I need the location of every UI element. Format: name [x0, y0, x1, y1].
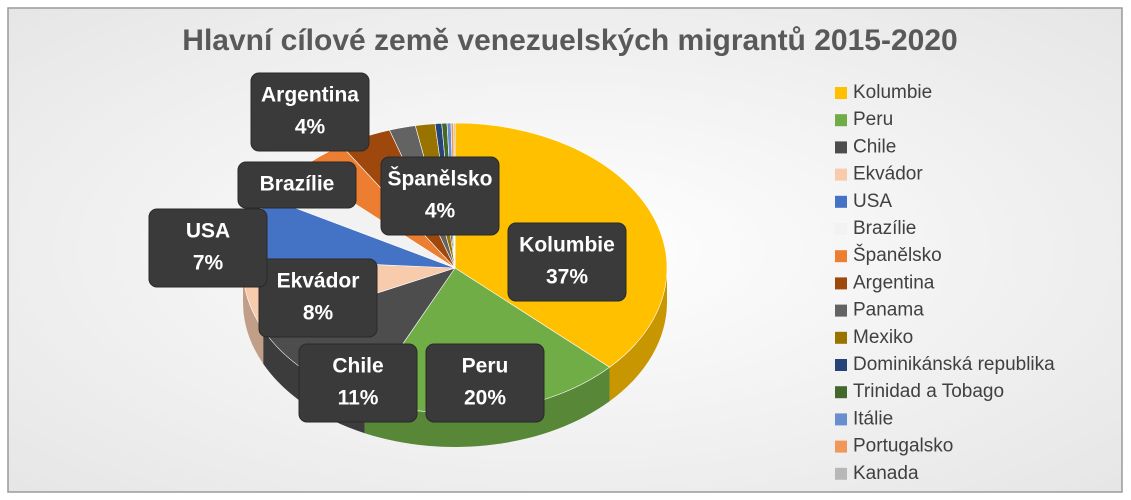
legend-swatch — [835, 168, 847, 181]
legend-swatch — [835, 467, 847, 480]
legend-swatch — [835, 141, 847, 154]
data-label-box — [425, 343, 545, 423]
data-label-name: Chile — [332, 355, 383, 378]
legend-label: Kolumbie — [853, 82, 932, 103]
legend-label: Argentina — [853, 272, 935, 293]
legend-swatch — [835, 413, 847, 426]
data-label-name: Kolumbie — [519, 234, 615, 257]
data-label-name: Argentina — [261, 84, 359, 107]
slice-side — [364, 367, 610, 447]
data-label-name: Brazílie — [260, 173, 335, 196]
data-label-name: USA — [186, 220, 230, 243]
data-label-value: 7% — [193, 252, 224, 275]
data-label-box — [298, 343, 418, 423]
legend-label: Peru — [853, 109, 893, 130]
data-label-name: Španělsko — [387, 167, 492, 191]
legend-label: Chile — [853, 136, 896, 157]
legend-swatch — [835, 331, 847, 344]
legend-label: Mexiko — [853, 327, 913, 348]
legend-label: Ekvádor — [853, 164, 923, 185]
data-label-value: 8% — [303, 302, 334, 325]
data-label-value: 37% — [546, 266, 588, 289]
legend-swatch — [835, 114, 847, 127]
data-label-box — [507, 222, 627, 302]
legend-swatch — [835, 195, 847, 208]
legend-swatch — [835, 250, 847, 263]
legend-label: Portugalsko — [853, 436, 953, 457]
data-label-box — [380, 156, 500, 236]
data-label-value: 20% — [464, 387, 506, 410]
data-label-box — [258, 258, 378, 338]
slice-side — [243, 268, 264, 364]
data-label-value: 11% — [338, 387, 379, 410]
legend-swatch — [835, 87, 847, 99]
data-label-box — [237, 161, 357, 209]
legend-swatch — [835, 386, 847, 399]
legend-swatch — [835, 304, 847, 317]
legend-label: Panama — [853, 300, 924, 321]
chart-title: Hlavní cílové země venezuelských migrant… — [182, 24, 957, 57]
data-label-name: Ekvádor — [277, 270, 360, 293]
legend-swatch — [835, 223, 847, 235]
legend-swatch — [835, 440, 847, 453]
legend-label: Itálie — [853, 408, 893, 429]
data-label-box — [148, 208, 268, 288]
legend-label: USA — [853, 191, 892, 212]
legend-label: Brazílie — [853, 218, 916, 239]
legend-label: Dominikánská republika — [853, 354, 1055, 375]
legend-label: Španělsko — [853, 244, 942, 266]
legend-label: Trinidad a Tobago — [853, 381, 1004, 402]
data-label-value: 4% — [295, 116, 326, 139]
legend-swatch — [835, 359, 847, 371]
legend-label: Kanada — [853, 463, 919, 484]
data-label-box — [250, 72, 370, 152]
data-label-name: Peru — [462, 355, 509, 378]
legend-swatch — [835, 277, 847, 290]
data-label-value: 4% — [425, 200, 456, 223]
slice-side — [609, 268, 667, 402]
